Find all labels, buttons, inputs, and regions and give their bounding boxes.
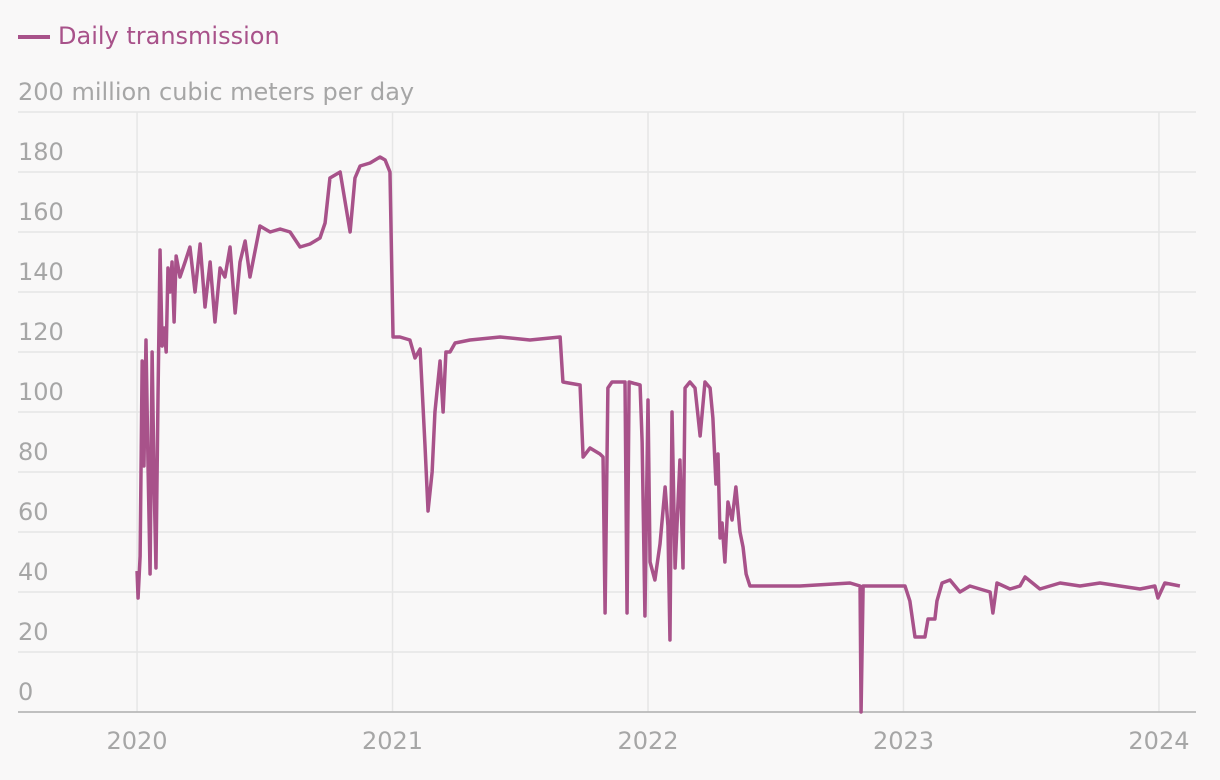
y-tick-label: 20 [18,618,49,646]
legend-label: Daily transmission [58,22,280,50]
x-tick-label: 2024 [1128,727,1189,755]
y-tick-label: 60 [18,498,49,526]
x-tick-label: 2023 [873,727,934,755]
y-tick-label: 140 [18,258,64,286]
y-tick-label: 80 [18,438,49,466]
y-tick-label: 0 [18,678,33,706]
y-tick-label: 120 [18,318,64,346]
x-tick-label: 2020 [107,727,168,755]
data-line [135,155,1181,714]
x-tick-label: 2022 [617,727,678,755]
y-tick-label: 40 [18,558,49,586]
y-tick-label: 160 [18,198,64,226]
x-tick-label: 2021 [362,727,423,755]
y-tick-label: 100 [18,378,64,406]
y-tick-label: 180 [18,138,64,166]
y-tick-label: 200 million cubic meters per day [18,78,414,106]
